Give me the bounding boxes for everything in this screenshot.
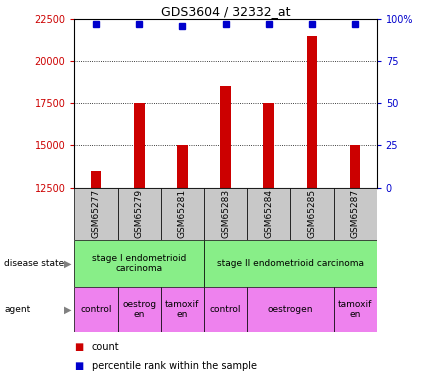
Text: GSM65285: GSM65285 — [307, 189, 316, 238]
Text: disease state: disease state — [4, 259, 65, 268]
Bar — [177, 146, 188, 188]
Text: ▶: ▶ — [64, 304, 71, 314]
Bar — [247, 188, 290, 240]
Text: GSM65279: GSM65279 — [135, 189, 144, 238]
Bar — [204, 188, 247, 240]
Bar — [118, 188, 161, 240]
Text: agent: agent — [4, 305, 31, 314]
Bar — [333, 188, 377, 240]
Text: GSM65287: GSM65287 — [350, 189, 360, 238]
Bar — [333, 287, 377, 332]
Text: count: count — [92, 342, 120, 352]
Bar — [307, 36, 317, 188]
Bar — [247, 287, 333, 332]
Bar — [204, 240, 377, 287]
Text: control: control — [210, 305, 241, 314]
Text: oestrogen: oestrogen — [268, 305, 313, 314]
Text: ■: ■ — [74, 342, 84, 352]
Bar — [91, 171, 102, 188]
Bar — [118, 287, 161, 332]
Text: GSM65284: GSM65284 — [264, 189, 273, 238]
Text: ▶: ▶ — [64, 258, 71, 268]
Bar — [74, 287, 118, 332]
Bar — [263, 103, 274, 188]
Text: tamoxif
en: tamoxif en — [165, 300, 200, 319]
Bar — [290, 188, 333, 240]
Bar — [74, 188, 118, 240]
Text: ■: ■ — [74, 361, 84, 370]
Title: GDS3604 / 32332_at: GDS3604 / 32332_at — [161, 4, 290, 18]
Text: control: control — [80, 305, 112, 314]
Text: GSM65281: GSM65281 — [178, 189, 187, 238]
Bar — [134, 103, 145, 188]
Text: oestrog
en: oestrog en — [122, 300, 156, 319]
Bar — [204, 287, 247, 332]
Text: stage II endometrioid carcinoma: stage II endometrioid carcinoma — [217, 259, 364, 268]
Text: tamoxif
en: tamoxif en — [338, 300, 372, 319]
Bar — [74, 240, 204, 287]
Text: percentile rank within the sample: percentile rank within the sample — [92, 361, 257, 370]
Text: stage I endometrioid
carcinoma: stage I endometrioid carcinoma — [92, 254, 187, 273]
Text: GSM65277: GSM65277 — [92, 189, 101, 238]
Bar — [161, 287, 204, 332]
Bar — [220, 86, 231, 188]
Bar — [161, 188, 204, 240]
Text: GSM65283: GSM65283 — [221, 189, 230, 238]
Bar — [350, 146, 360, 188]
